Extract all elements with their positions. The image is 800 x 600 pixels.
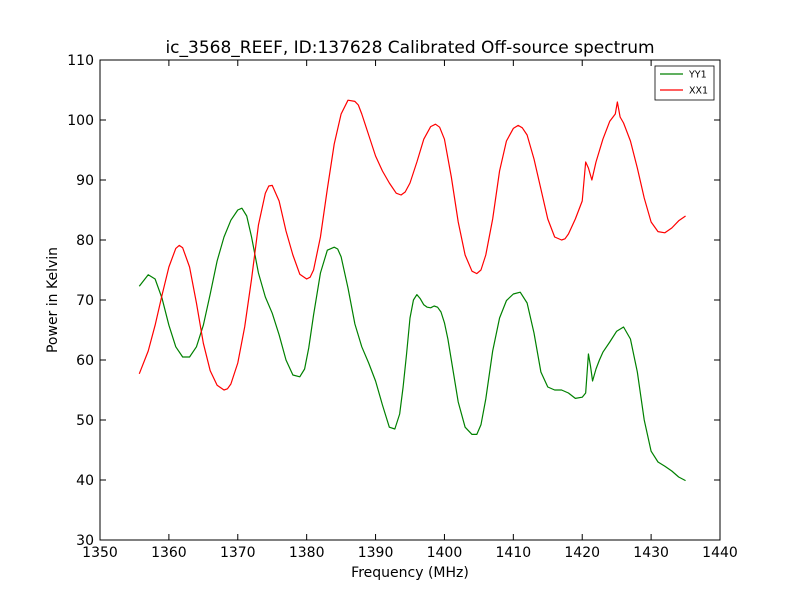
x-axis-label: Frequency (MHz) (351, 565, 469, 581)
legend-box (654, 65, 715, 101)
y-tick-label: 40 (76, 473, 94, 489)
y-tick-label: 60 (76, 353, 94, 369)
x-tick-label: 1440 (702, 545, 738, 561)
y-tick-label: 80 (76, 233, 94, 249)
x-tick-label: 1390 (358, 545, 394, 561)
y-axis-label: Power in Kelvin (45, 247, 61, 353)
chart-title: ic_3568_REEF, ID:137628 Calibrated Off-s… (165, 38, 654, 58)
x-tick-label: 1380 (289, 545, 325, 561)
series-line-xx1 (138, 99, 686, 391)
y-tick-label: 110 (67, 53, 94, 69)
x-tick-label: 1430 (633, 545, 669, 561)
axes-frame (99, 59, 721, 541)
axis-ticks: 1350 1360 1370 1380 1390 1400 1410 1420 1430 1440… (67, 53, 738, 561)
series-line-yy1 (138, 207, 686, 482)
y-tick-label: 30 (76, 533, 94, 549)
y-tick-label: 70 (76, 293, 94, 309)
y-tick-label: 100 (67, 113, 94, 129)
y-tick-label: 90 (76, 173, 94, 189)
y-tick-label: 50 (76, 413, 94, 429)
x-tick-label: 1410 (496, 545, 532, 561)
legend-label: XX1 (689, 86, 708, 97)
x-tick-label: 1420 (564, 545, 600, 561)
x-tick-label: 1370 (220, 545, 256, 561)
x-tick-label: 1350 (82, 545, 118, 561)
plot-area (138, 99, 686, 482)
x-tick-label: 1360 (151, 545, 187, 561)
x-tick-label: 1400 (427, 545, 463, 561)
legend-label: YY1 (688, 70, 707, 81)
